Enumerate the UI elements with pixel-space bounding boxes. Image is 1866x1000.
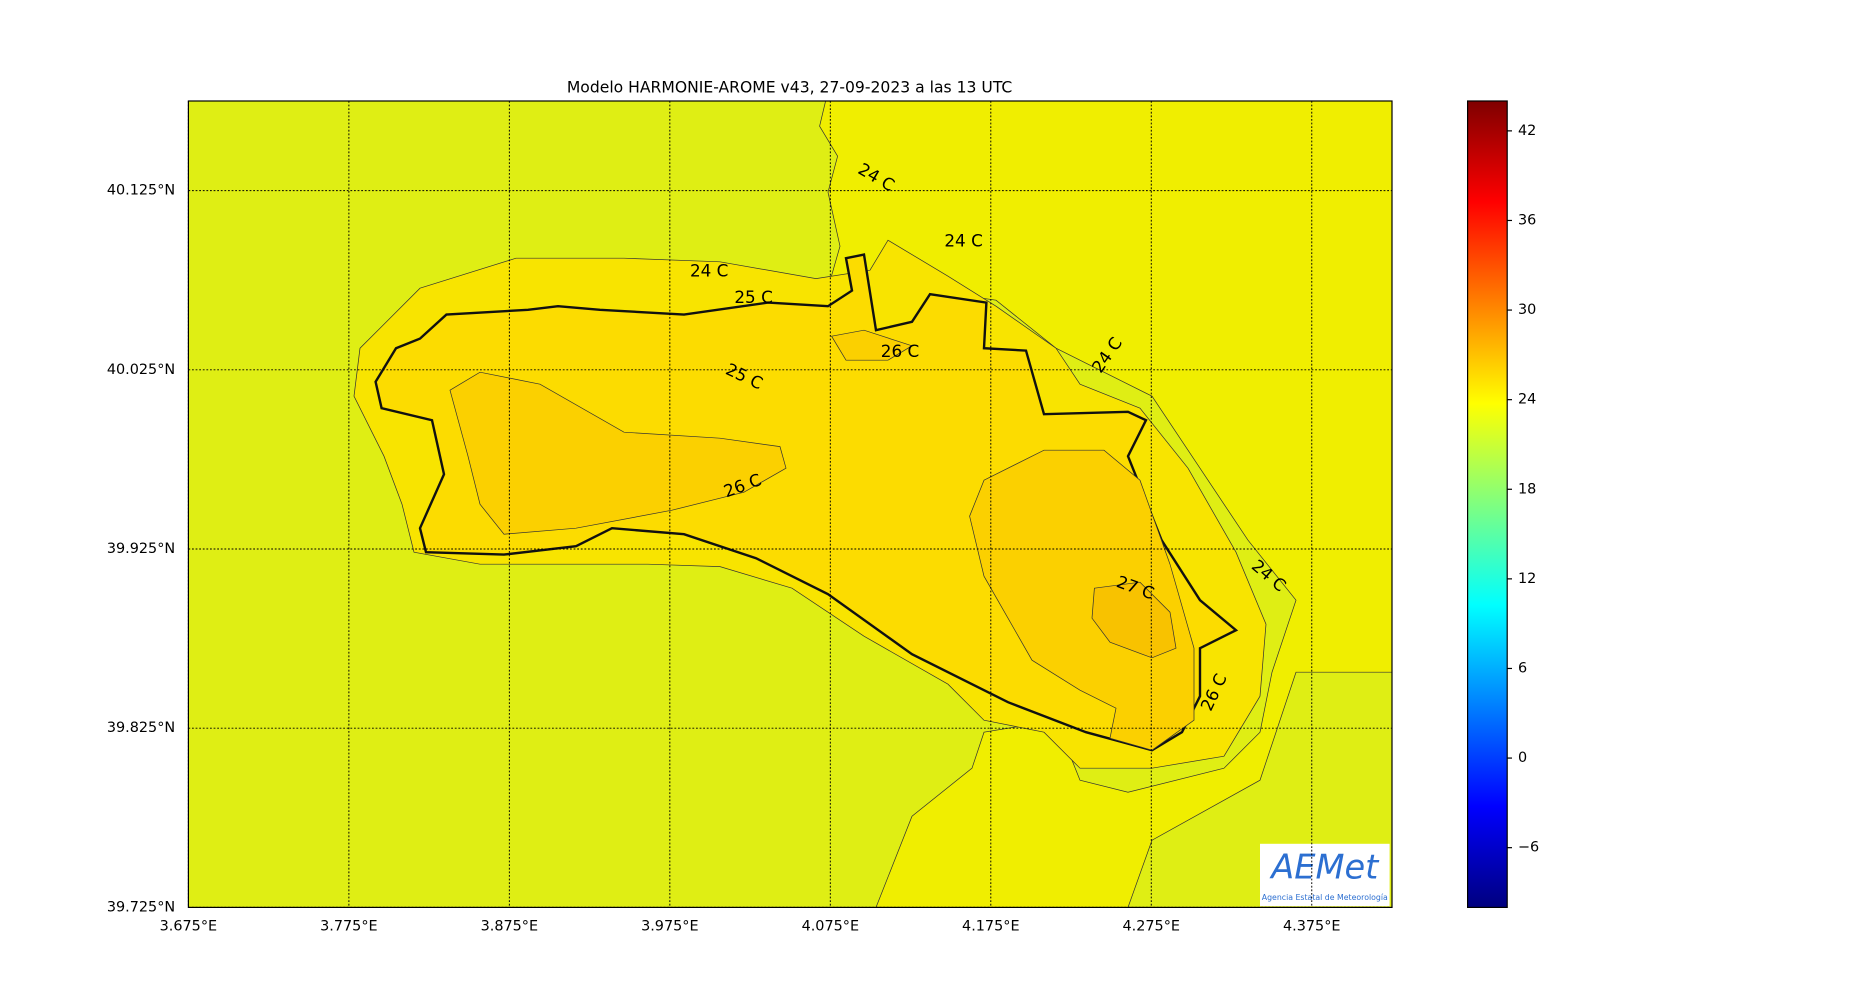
x-tick-label: 4.375°E [1283, 919, 1341, 935]
colorbar-tick-label: −6 [1518, 840, 1539, 856]
y-tick-label: 40.125°N [107, 183, 175, 199]
logo: AEMet Agencia Estatal de Meteorología [1260, 843, 1390, 907]
y-tick-label: 40.025°N [107, 362, 175, 378]
x-tick-label: 3.875°E [481, 919, 539, 935]
contour-label: 26 C [881, 341, 919, 361]
colorbar-tick-label: 18 [1518, 481, 1536, 497]
x-tick-label: 4.075°E [802, 919, 860, 935]
colorbar-tick-label: 12 [1518, 571, 1536, 587]
temperature-field [188, 101, 1392, 908]
colorbar-tick-label: 30 [1518, 302, 1536, 318]
contour-label: 24 C [944, 230, 982, 250]
colorbar [1466, 100, 1508, 908]
colorbar-tick-label: 36 [1518, 212, 1536, 228]
x-tick-label: 3.675°E [160, 919, 218, 935]
x-tick-label: 4.275°E [1123, 919, 1181, 935]
logo-box [1260, 843, 1390, 907]
x-tick-label: 3.775°E [320, 919, 377, 935]
y-tick-label: 39.725°N [107, 899, 175, 915]
colorbar-tick-label: 6 [1518, 660, 1527, 676]
x-tick-label: 4.175°E [962, 919, 1020, 935]
colorbar-tick-label: 24 [1518, 392, 1536, 408]
contour-label: 24 C [690, 260, 728, 280]
logo-subtitle: Agencia Estatal de Meteorología [1262, 893, 1388, 902]
chart-title: Modelo HARMONIE-AROME v43, 27-09-2023 a … [567, 78, 1013, 96]
colorbar-tick-label: 0 [1518, 750, 1527, 766]
x-tick-label: 3.975°E [641, 919, 699, 935]
colorbar-tick-label: 42 [1518, 123, 1536, 139]
contour-label: 25 C [734, 287, 772, 307]
logo-name: AEMet [1269, 848, 1380, 887]
y-tick-label: 39.825°N [107, 720, 175, 736]
y-tick-label: 39.925°N [107, 541, 175, 557]
